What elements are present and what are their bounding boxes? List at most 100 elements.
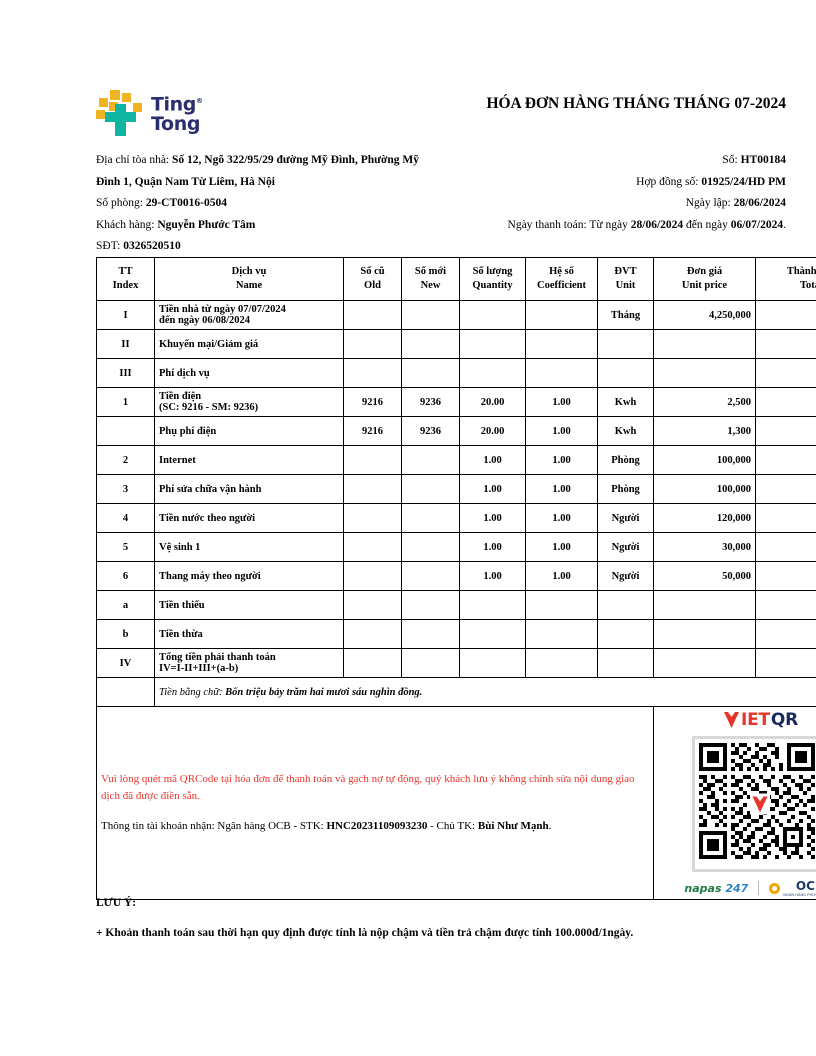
cell-name-line1: Tổng tiền phải thanh toán xyxy=(159,652,276,663)
cell-grand-total: 4,726,000 xyxy=(755,648,816,678)
cell-index: 2 xyxy=(96,445,155,475)
cell-coefficient xyxy=(525,619,598,649)
cell-coefficient xyxy=(525,329,598,359)
amount-in-words: Tiền bằng chữ: Bốn triệu bảy trăm hai mư… xyxy=(154,677,816,707)
cell-unit: Kwh xyxy=(597,387,654,417)
cell-index: a xyxy=(96,590,155,620)
cell-total: 0 xyxy=(755,590,816,620)
th-name-l1: Dịch vụ xyxy=(231,266,267,277)
building-address-value: Số 12, Ngõ 322/95/29 đường Mỹ Đình, Phườ… xyxy=(172,154,420,166)
cell-old xyxy=(343,358,402,388)
bank-account-end: . xyxy=(548,820,552,832)
cell-coefficient xyxy=(525,358,598,388)
page-title: HÓA ĐƠN HÀNG THÁNG THÁNG 07-2024 xyxy=(486,95,786,112)
cell-coefficient xyxy=(525,300,598,330)
cell-new xyxy=(401,445,460,475)
cell-quantity: 1.00 xyxy=(459,503,526,533)
cell-name: Phụ phí điện xyxy=(154,416,344,446)
cell-unit-price: 30,000 xyxy=(653,532,756,562)
cell-total: 100,000 xyxy=(755,445,816,475)
cell-new xyxy=(401,648,460,678)
cell-unit-price: 120,000 xyxy=(653,503,756,533)
cell-coefficient: 1.00 xyxy=(525,503,598,533)
cell-name: Tiền thiếu xyxy=(154,590,344,620)
table-row: II Khuyến mại/Giảm giá 0 xyxy=(96,329,816,359)
room-label: Số phòng: xyxy=(96,197,143,209)
cell-index: II xyxy=(96,329,155,359)
cell-unit-price xyxy=(653,619,756,649)
payment-instructions: Vui lòng quét mã QRCode tại hóa đơn để t… xyxy=(96,706,654,900)
cell-unit xyxy=(597,358,654,388)
table-row: 3 Phí sửa chữa vận hành 1.00 1.00 Phòng … xyxy=(96,474,816,504)
th-price-l1: Đơn giá xyxy=(686,266,723,277)
customer-label: Khách hàng: xyxy=(96,218,155,231)
cell-new xyxy=(401,474,460,504)
logo-divider xyxy=(758,881,760,895)
invoice-table: TT Index Dịch vụ Name Số cũ Old Số mới N… xyxy=(96,257,816,900)
cell-index: 6 xyxy=(96,561,155,591)
th-coef-l1: Hệ số xyxy=(549,266,574,277)
bank-account-number: HNC20231109093230 xyxy=(326,820,428,832)
cell-total: 100,000 xyxy=(755,474,816,504)
cell-name-line1: Tiền điện xyxy=(159,391,202,402)
invoice-no-label: Số: xyxy=(722,154,738,166)
cell-unit: Người xyxy=(597,561,654,591)
payment-from-date: 28/06/2024 xyxy=(630,218,684,231)
cell-unit-price: 100,000 xyxy=(653,445,756,475)
th-total: Thành tiền Total xyxy=(755,257,816,301)
cell-unit xyxy=(597,590,654,620)
cell-new xyxy=(401,300,460,330)
th-index-l1: TT xyxy=(118,266,133,277)
qr-panel: IET QR xyxy=(653,706,816,900)
cell-name: Khuyến mại/Giảm giá xyxy=(154,329,344,359)
cell-old: 9216 xyxy=(343,416,402,446)
cell-quantity: 20.00 xyxy=(459,387,526,417)
cell-old: 9216 xyxy=(343,387,402,417)
bank-account-prefix: Thông tin tài khoản nhận: Ngân hàng OCB … xyxy=(101,820,324,832)
cell-old xyxy=(343,474,402,504)
cell-unit-price xyxy=(653,329,756,359)
cell-new xyxy=(401,532,460,562)
cell-unit: Phòng xyxy=(597,445,654,475)
cell-unit-price: 2,500 xyxy=(653,387,756,417)
cell-name: Phí dịch vụ xyxy=(154,358,344,388)
payment-panel-row: Vui lòng quét mã QRCode tại hóa đơn để t… xyxy=(96,706,816,900)
qr-center-heart-icon xyxy=(750,793,771,815)
th-index: TT Index xyxy=(96,257,155,301)
room-value: 29-CT0016-0504 xyxy=(145,197,227,209)
cell-total: 120,000 xyxy=(755,503,816,533)
cell-name: Tiền thừa xyxy=(154,619,344,649)
th-name: Dịch vụ Name xyxy=(154,257,344,301)
cell-quantity xyxy=(459,590,526,620)
cell-old xyxy=(343,590,402,620)
cell-old xyxy=(343,648,402,678)
cell-unit xyxy=(597,619,654,649)
cell-unit-price xyxy=(653,648,756,678)
qr-code-image[interactable] xyxy=(692,736,816,872)
cell-quantity xyxy=(459,619,526,649)
cell-quantity: 1.00 xyxy=(459,561,526,591)
payment-period-mid: đến ngày xyxy=(686,218,728,231)
created-date-label: Ngày lập: xyxy=(685,197,731,209)
cell-new xyxy=(401,561,460,591)
footer-notes: LƯU Ý: + Khoản thanh toán sau thời hạn q… xyxy=(96,897,786,939)
qr-footer-logos: napas 247 OCB NGÂN HÀNG PHƯƠNG ĐÔNG xyxy=(684,879,816,897)
cell-name: Phí sửa chữa vận hành xyxy=(154,474,344,504)
cell-total: 26,000 xyxy=(755,416,816,446)
cell-unit-price: 4,250,000 xyxy=(653,300,756,330)
th-old-l2: Old xyxy=(364,280,381,291)
cell-coefficient: 1.00 xyxy=(525,416,598,446)
ocb-subtitle: NGÂN HÀNG PHƯƠNG ĐÔNG xyxy=(783,893,816,897)
payment-period-label: Ngày thanh toán: Từ ngày xyxy=(507,218,628,231)
cell-quantity: 1.00 xyxy=(459,445,526,475)
cell-coefficient: 1.00 xyxy=(525,387,598,417)
cell-coefficient xyxy=(525,590,598,620)
table-row: III Phí dịch vụ 476,000 xyxy=(96,358,816,388)
vietqr-text-qr: QR xyxy=(770,710,799,730)
napas-logo: napas 247 xyxy=(684,882,748,895)
company-logo: Ting® Tong xyxy=(96,84,203,136)
cell-new xyxy=(401,358,460,388)
cell-unit: Người xyxy=(597,503,654,533)
th-unit: ĐVT Unit xyxy=(597,257,654,301)
